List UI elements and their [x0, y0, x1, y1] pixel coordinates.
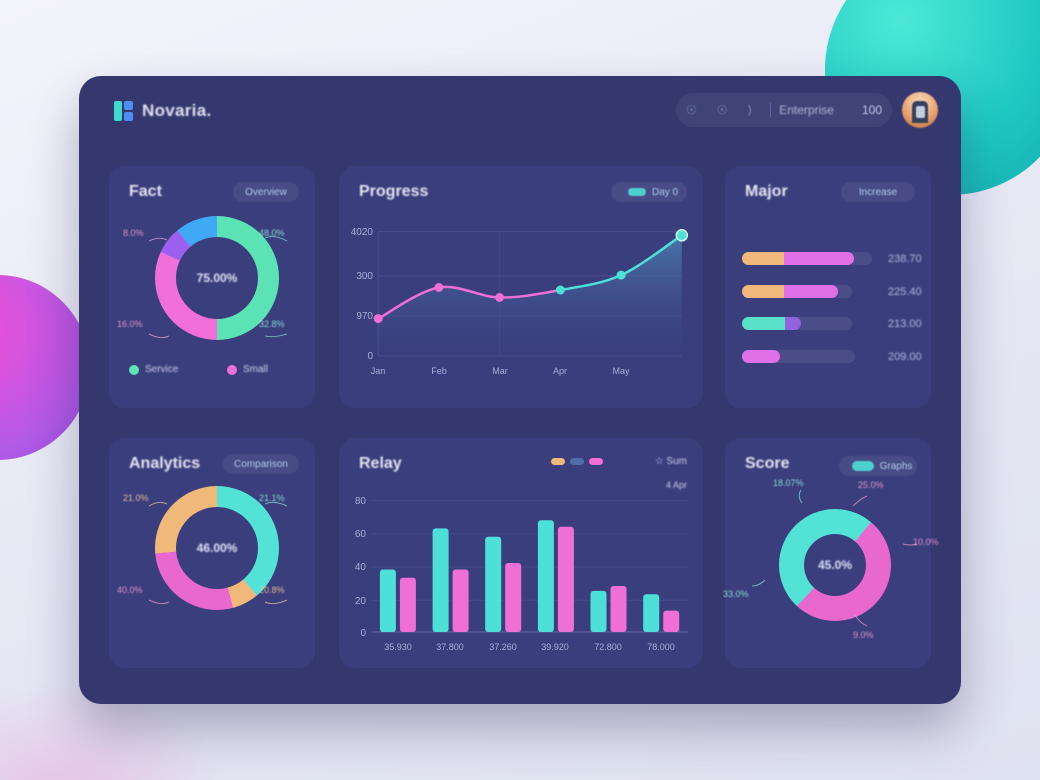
svg-text:300: 300 — [356, 271, 373, 282]
svg-text:Feb: Feb — [431, 366, 447, 376]
svg-text:60: 60 — [355, 529, 367, 540]
svg-text:35.930: 35.930 — [384, 642, 412, 652]
svg-text:40: 40 — [355, 562, 367, 573]
svg-text:78.000: 78.000 — [647, 642, 675, 652]
svg-text:0: 0 — [360, 628, 366, 639]
svg-text:4020: 4020 — [351, 227, 374, 238]
svg-text:May: May — [612, 366, 630, 376]
svg-text:37.260: 37.260 — [489, 642, 517, 652]
svg-text:0: 0 — [367, 351, 373, 362]
svg-text:20: 20 — [355, 596, 367, 607]
svg-text:80: 80 — [355, 496, 367, 507]
svg-text:970: 970 — [356, 311, 373, 322]
svg-text:37.800: 37.800 — [436, 642, 464, 652]
svg-text:72.800: 72.800 — [594, 642, 622, 652]
svg-text:Apr: Apr — [553, 366, 567, 376]
svg-text:Mar: Mar — [492, 366, 508, 376]
svg-text:39.920: 39.920 — [541, 642, 569, 652]
svg-text:Jan: Jan — [371, 366, 386, 376]
